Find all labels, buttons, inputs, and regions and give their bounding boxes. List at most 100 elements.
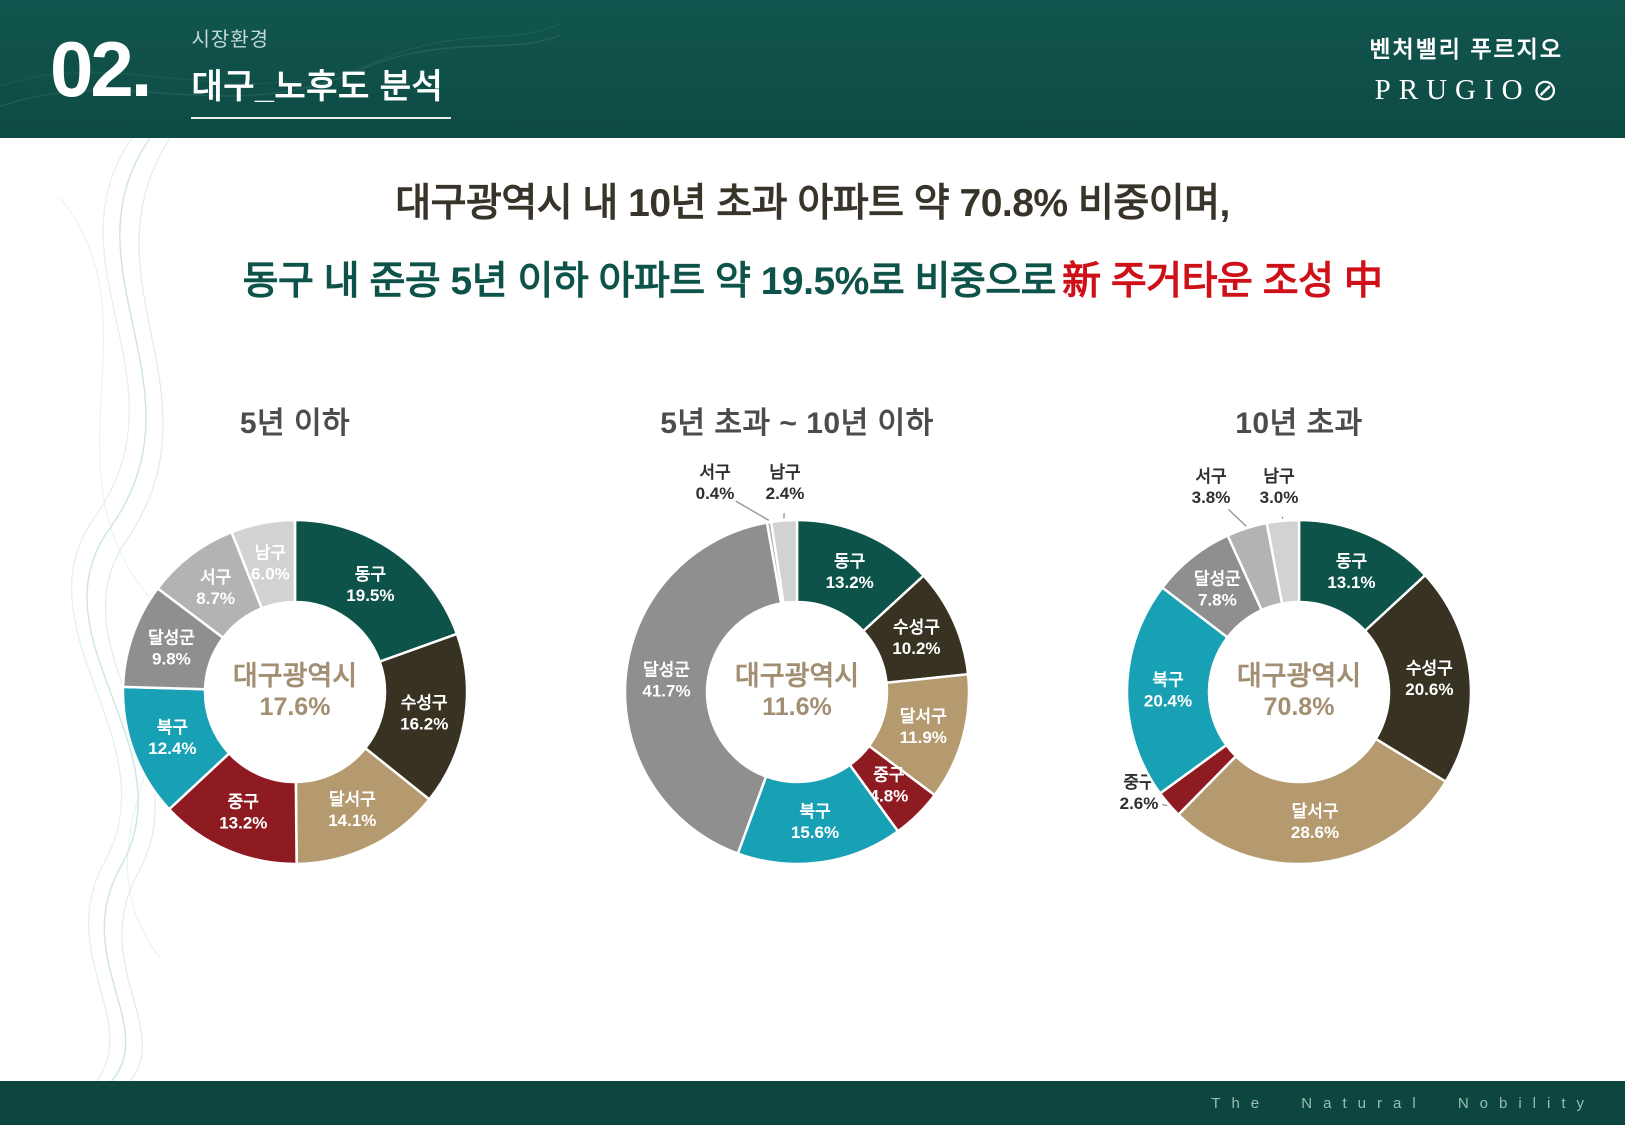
slice-label-value: 6.0%	[251, 564, 290, 583]
slice-label-name: 남구	[255, 543, 287, 562]
slice-label-value: 13.1%	[1327, 573, 1375, 592]
slice-label-달성군: 달성군 41.7%	[642, 660, 690, 701]
headline-line2-main: 동구 내 준공 5년 이하 아파트 약 19.5%로 비중으로	[242, 260, 1057, 303]
slice-label-동구: 동구 19.5%	[346, 565, 394, 605]
slice-label-name: 북구	[1152, 671, 1184, 690]
slice-label-name: 중구	[1123, 773, 1155, 792]
slice-label-value: 3.8%	[1192, 488, 1231, 507]
slice-label-name: 수성구	[401, 694, 448, 713]
slice-label-value: 2.4%	[766, 484, 805, 503]
donut-slice-남구	[1265, 518, 1301, 605]
slice-label-수성구: 수성구 10.2%	[892, 618, 940, 658]
slice-label-동구: 동구 13.1%	[1327, 552, 1375, 592]
donut-chart-over-10yr: 10년 초과 동구 13.1% 수성구 20.6% 달서구 28.6% 중구 2.6% 북구 20…	[1056, 398, 1542, 914]
slice-label-name: 달성군	[148, 628, 195, 648]
slice-label-value: 12.4%	[148, 739, 196, 758]
headline-line2-accent: 新 주거타운 조성 中	[1062, 260, 1383, 303]
brand-block: 벤처밸리 푸르지오 PRUGIO⊘	[1369, 30, 1563, 108]
slice-label-달서구: 달서구 28.6%	[1291, 801, 1339, 842]
slice-label-동구: 동구 13.2%	[826, 552, 874, 592]
slice-label-value: 13.2%	[219, 813, 267, 832]
section-number: 02.	[50, 25, 152, 113]
slice-label-value: 20.4%	[1144, 692, 1192, 711]
slice-label-value: 9.8%	[152, 650, 191, 669]
slice-label-value: 14.1%	[328, 811, 376, 830]
slice-label-name: 북구	[799, 802, 831, 821]
slice-label-서구: 서구 8.7%	[196, 568, 235, 608]
donut-wrap: 동구 13.1% 수성구 20.6% 달서구 28.6% 중구 2.6% 북구 20.4% 달성군 7…	[1056, 444, 1542, 914]
slice-label-value: 11.9%	[900, 728, 947, 747]
slice-label-value: 20.6%	[1405, 680, 1453, 699]
donut-slice-수성구	[1363, 573, 1473, 783]
slice-label-수성구: 수성구 20.6%	[1405, 659, 1453, 699]
donut-wrap: 동구 13.2% 수성구 10.2% 달서구 11.9% 중구 4.8% 북구 15.6% 달성군 4…	[554, 444, 1040, 914]
header-bar: 02. 시장환경 대구_노후도 분석 벤처밸리 푸르지오 PRUGIO⊘	[0, 0, 1625, 138]
slice-label-중구: 중구 13.2%	[219, 792, 267, 832]
prugio-logo: PRUGIO⊘	[1369, 73, 1563, 108]
donut-slice-수성구	[364, 632, 469, 801]
slice-label-name: 중구	[228, 792, 260, 811]
slice-label-value: 16.2%	[400, 715, 448, 734]
slice-label-중구: 중구 4.8%	[870, 765, 909, 805]
chart-title-5-to-10yr: 5년 초과 ~ 10년 이하	[660, 407, 934, 440]
slice-label-달서구: 달서구 14.1%	[328, 789, 376, 830]
slice-label-수성구: 수성구 16.2%	[400, 694, 448, 734]
prugio-logo-mark: ⊘	[1532, 74, 1558, 107]
slice-label-value: 2.6%	[1120, 794, 1159, 813]
slice-label-name: 동구	[1336, 552, 1368, 571]
donut-chart-under-5yr: 5년 이하 동구 19.5% 수성구 16.2% 달서구 14.1% 중구 13.2% 북구 12…	[52, 398, 538, 914]
donut-svg-under-5yr: 동구 19.5% 수성구 16.2% 달서구 14.1% 중구 13.2% 북구 12.4% 달성군…	[121, 518, 469, 866]
slice-label-북구: 북구 15.6%	[791, 802, 839, 842]
slice-label-남구: 남구 3.0%	[1260, 467, 1299, 507]
slice-label-서구: 서구 3.8%	[1192, 467, 1231, 507]
slice-label-name: 남구	[769, 463, 801, 482]
donut-slice-달서구	[1177, 737, 1447, 866]
slice-label-value: 4.8%	[870, 786, 909, 805]
slice-label-value: 8.7%	[196, 589, 235, 608]
slice-label-value: 13.2%	[826, 573, 874, 592]
donut-slice-북구	[1125, 586, 1229, 795]
slice-label-name: 서구	[1195, 467, 1227, 486]
label-leader-line	[1228, 509, 1247, 527]
label-leader-line	[1162, 803, 1168, 807]
slice-label-name: 수성구	[1406, 659, 1453, 678]
charts-row: 5년 이하 동구 19.5% 수성구 16.2% 달서구 14.1% 중구 13.2% 북구 12…	[52, 398, 1625, 914]
donut-wrap: 동구 19.5% 수성구 16.2% 달서구 14.1% 중구 13.2% 북구 12.4% 달성군…	[52, 444, 538, 914]
donut-slice-달성군	[623, 521, 783, 855]
section-category: 시장환경	[191, 29, 270, 51]
slice-label-name: 남구	[1263, 467, 1295, 486]
footer-tagline: The Natural Nobility	[1211, 1094, 1595, 1112]
slice-label-name: 달성군	[643, 660, 690, 680]
slice-label-name: 달서구	[900, 706, 947, 726]
slice-label-서구: 서구 0.4%	[696, 463, 735, 503]
slice-label-name: 서구	[699, 463, 731, 482]
footer-bar: The Natural Nobility	[0, 1081, 1625, 1125]
slice-label-name: 서구	[200, 568, 232, 587]
chart-title-over-10yr: 10년 초과	[1235, 407, 1363, 440]
donut-slice-동구	[293, 518, 459, 663]
slice-label-name: 북구	[157, 718, 189, 737]
slice-label-value: 0.4%	[696, 484, 735, 503]
slice-label-name: 달서구	[1292, 801, 1339, 821]
slice-label-남구: 남구 6.0%	[251, 543, 290, 583]
slice-label-value: 28.6%	[1291, 823, 1339, 842]
slice-label-value: 19.5%	[346, 586, 394, 605]
label-leader-line	[735, 500, 770, 521]
slice-label-name: 동구	[834, 552, 866, 571]
section-title-block: 시장환경 대구_노후도 분석	[191, 23, 452, 119]
slice-label-value: 10.2%	[892, 639, 940, 658]
slice-label-남구: 남구 2.4%	[766, 463, 805, 503]
slice-label-name: 수성구	[893, 618, 940, 637]
prugio-logo-text: PRUGIO	[1374, 74, 1531, 106]
slice-label-달성군: 달성군 7.8%	[1194, 569, 1241, 610]
donut-slice-남구	[230, 518, 297, 610]
donut-slice-남구	[769, 518, 799, 605]
section-title: 대구_노후도 분석	[191, 59, 452, 119]
slice-label-name: 달성군	[1194, 569, 1241, 589]
headline: 대구광역시 내 10년 초과 아파트 약 70.8% 비중이며, 동구 내 준공…	[0, 172, 1625, 306]
headline-line2: 동구 내 준공 5년 이하 아파트 약 19.5%로 비중으로 新 주거타운 조성…	[0, 250, 1625, 306]
slice-label-name: 동구	[355, 565, 387, 584]
slice-label-name: 달서구	[329, 789, 376, 809]
slice-label-중구: 중구 2.6%	[1120, 773, 1159, 813]
